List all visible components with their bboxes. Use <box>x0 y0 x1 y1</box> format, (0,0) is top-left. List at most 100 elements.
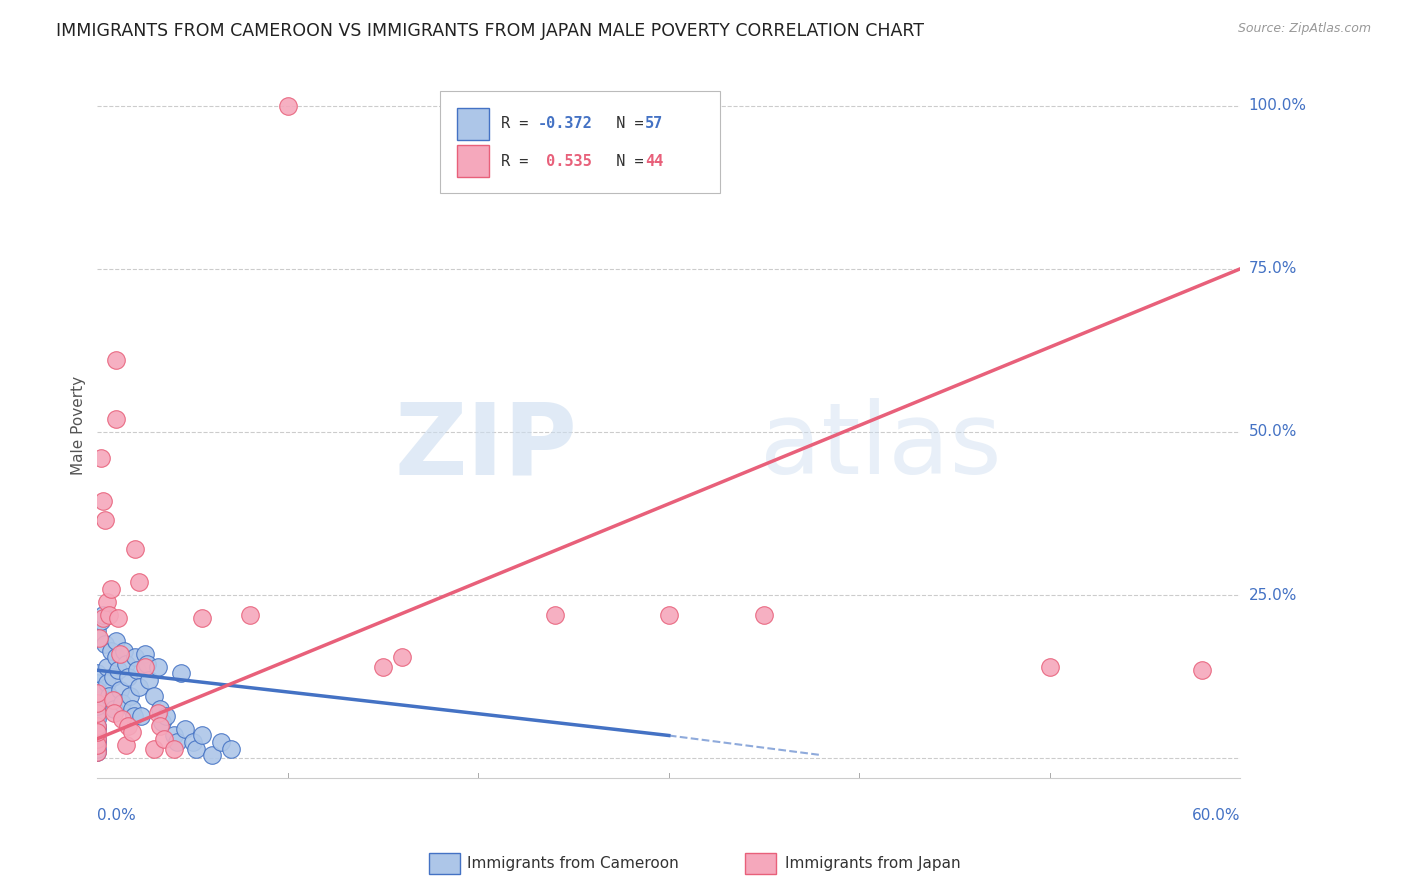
Point <box>103 706 125 720</box>
Point <box>111 712 134 726</box>
Text: 75.0%: 75.0% <box>1249 261 1296 277</box>
Point <box>191 611 214 625</box>
Point <box>94 513 117 527</box>
Text: N =: N = <box>598 153 652 169</box>
Point <box>86 676 108 690</box>
Point <box>101 670 124 684</box>
Text: R =: R = <box>501 116 537 131</box>
Bar <box>457 108 489 139</box>
Text: 0.535: 0.535 <box>537 153 592 169</box>
Text: 50.0%: 50.0% <box>1249 425 1296 440</box>
Point <box>134 647 156 661</box>
Point <box>124 542 146 557</box>
Point <box>138 673 160 687</box>
Point <box>94 637 117 651</box>
Point <box>103 702 125 716</box>
Point <box>181 735 204 749</box>
Point <box>148 660 170 674</box>
Point <box>752 607 775 622</box>
Point <box>162 729 184 743</box>
Point <box>122 709 145 723</box>
Point <box>391 650 413 665</box>
Point <box>149 702 172 716</box>
Point <box>209 735 232 749</box>
Point <box>118 690 141 704</box>
Point <box>149 719 172 733</box>
Point <box>100 582 122 596</box>
Point <box>201 748 224 763</box>
Text: 44: 44 <box>645 153 664 169</box>
Point <box>191 729 214 743</box>
Text: Source: ZipAtlas.com: Source: ZipAtlas.com <box>1237 22 1371 36</box>
Point <box>97 607 120 622</box>
Point <box>86 719 108 733</box>
Point <box>86 666 108 681</box>
Point <box>86 725 108 739</box>
Text: 0.0%: 0.0% <box>97 808 136 823</box>
Point <box>96 676 118 690</box>
Text: N =: N = <box>598 116 652 131</box>
Text: 60.0%: 60.0% <box>1192 808 1240 823</box>
Point <box>107 663 129 677</box>
Point <box>186 741 208 756</box>
Point <box>96 595 118 609</box>
FancyBboxPatch shape <box>440 91 720 193</box>
Point <box>86 624 108 638</box>
Point <box>86 686 108 700</box>
Point <box>107 611 129 625</box>
Point <box>124 650 146 665</box>
Text: 100.0%: 100.0% <box>1249 98 1306 113</box>
Point <box>1191 663 1213 677</box>
Point <box>108 647 131 661</box>
Point <box>371 660 394 674</box>
Point <box>170 666 193 681</box>
Point <box>1039 660 1062 674</box>
Point <box>143 690 166 704</box>
Point <box>90 451 112 466</box>
Point <box>117 670 139 684</box>
Point <box>658 607 681 622</box>
Text: 25.0%: 25.0% <box>1249 588 1296 603</box>
Point <box>166 735 188 749</box>
Point <box>86 686 108 700</box>
Point <box>86 731 108 746</box>
Point <box>90 614 112 628</box>
Point <box>86 741 108 756</box>
Point <box>135 657 157 671</box>
Point <box>86 722 108 736</box>
Text: Immigrants from Cameroon: Immigrants from Cameroon <box>467 856 679 871</box>
Point <box>86 692 108 706</box>
Point <box>127 663 149 677</box>
Point <box>100 643 122 657</box>
Point <box>129 709 152 723</box>
Point <box>150 715 173 730</box>
Point <box>86 719 108 733</box>
Point <box>128 575 150 590</box>
Point <box>115 739 138 753</box>
Point <box>105 650 128 665</box>
Point <box>91 493 114 508</box>
Point <box>121 725 143 739</box>
Point <box>86 745 108 759</box>
Point <box>112 643 135 657</box>
Point <box>91 611 114 625</box>
Point <box>86 696 108 710</box>
Point <box>86 712 108 726</box>
Point <box>86 706 108 720</box>
Point <box>174 722 197 736</box>
Text: -0.372: -0.372 <box>537 116 592 131</box>
Point <box>134 660 156 674</box>
Point <box>89 631 111 645</box>
Text: IMMIGRANTS FROM CAMEROON VS IMMIGRANTS FROM JAPAN MALE POVERTY CORRELATION CHART: IMMIGRANTS FROM CAMEROON VS IMMIGRANTS F… <box>56 22 924 40</box>
Point <box>148 706 170 720</box>
Text: R =: R = <box>501 153 537 169</box>
Point <box>239 607 262 622</box>
Point <box>128 680 150 694</box>
Point <box>101 692 124 706</box>
Point <box>219 741 242 756</box>
Point <box>86 731 108 746</box>
Point <box>86 699 108 714</box>
Point <box>97 690 120 704</box>
Point <box>91 607 114 622</box>
Point <box>155 709 177 723</box>
